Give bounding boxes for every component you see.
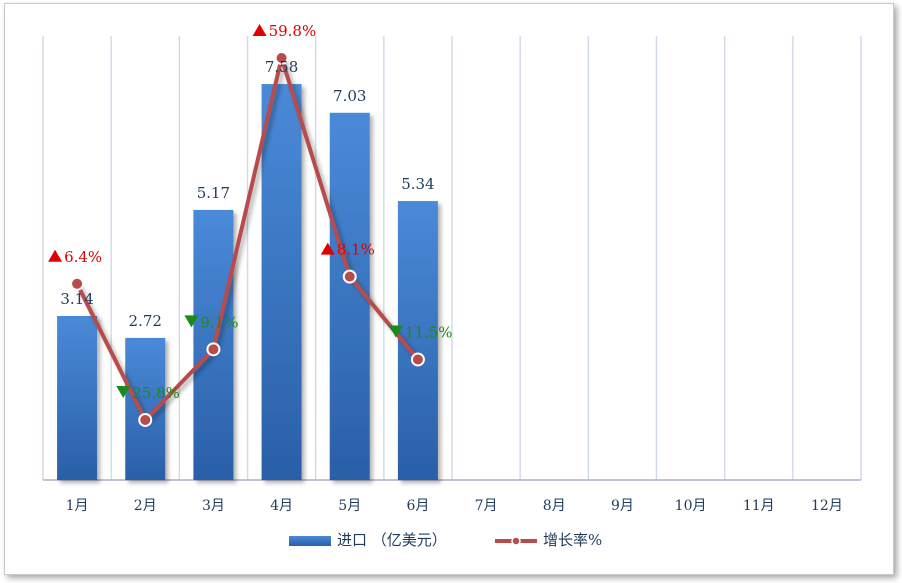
rate-value-label: 11.5% (405, 323, 453, 341)
chart: 3.14 2.72 5.17 7.58 7.03 5.34 6.4% 25.8% 9.1% 59.… (42, 22, 862, 549)
up-arrow-icon (252, 23, 267, 36)
bar (125, 337, 166, 480)
bar-value-label: 2.72 (129, 312, 162, 330)
x-tick-label: 8月 (543, 498, 566, 514)
data-labels: 3.14 2.72 5.17 7.58 7.03 5.34 6.4% 25.8% 9.1% 59.… (48, 22, 453, 402)
down-arrow-icon (388, 325, 403, 338)
rate-series (70, 50, 425, 427)
legend-bar-swatch (289, 536, 331, 546)
x-tick-label: 10月 (675, 498, 707, 514)
x-tick-label: 12月 (811, 498, 843, 514)
bar (329, 112, 370, 480)
bar-value-label: 7.58 (265, 58, 298, 76)
rate-value-label: 8.1% (337, 241, 375, 259)
x-tick-label: 4月 (270, 498, 293, 514)
chart-frame: 3.14 2.72 5.17 7.58 7.03 5.34 6.4% 25.8% 9.1% 59.… (4, 3, 894, 575)
down-arrow-icon (116, 385, 131, 398)
rate-value-label: 9.1% (200, 313, 238, 331)
bar-value-label: 3.14 (60, 290, 93, 308)
x-tick-label: 2月 (134, 498, 157, 514)
bar-value-label: 7.03 (333, 87, 366, 105)
rate-point (206, 342, 221, 357)
rate-point (70, 276, 85, 291)
x-tick-label: 7月 (475, 498, 498, 514)
rate-point (342, 269, 357, 284)
bar (57, 315, 98, 480)
rate-point (138, 412, 153, 427)
bar-series (57, 84, 438, 481)
x-tick-label: 3月 (202, 498, 225, 514)
grid (42, 36, 862, 481)
legend-line-marker (511, 536, 521, 546)
x-tick-label: 11月 (743, 498, 775, 514)
bar-value-label: 5.34 (401, 175, 434, 193)
rate-point (274, 50, 289, 65)
x-tick-label: 6月 (406, 498, 429, 514)
x-tick-label: 5月 (338, 498, 361, 514)
legend-label-rate: 增长率% (543, 531, 602, 549)
legend-label-import: 进口 （亿美元） (337, 531, 447, 549)
down-arrow-icon (184, 315, 199, 328)
legend: 进口 （亿美元） 增长率% (289, 531, 602, 549)
bar-value-label: 5.17 (197, 184, 230, 202)
rate-point (410, 352, 425, 367)
x-tick-label: 1月 (66, 498, 89, 514)
rate-value-label: 59.8% (269, 22, 317, 40)
up-arrow-icon (320, 242, 335, 255)
up-arrow-icon (48, 249, 63, 262)
rate-value-label: 25.8% (132, 384, 180, 402)
rate-value-label: 6.4% (64, 248, 102, 266)
rate-line (75, 55, 420, 422)
x-tick-label: 9月 (611, 498, 634, 514)
x-axis-ticks: 1月 2月 3月 4月 5月 6月 7月 8月 9月 10月 11月 12月 (66, 498, 843, 514)
bar (261, 84, 302, 481)
